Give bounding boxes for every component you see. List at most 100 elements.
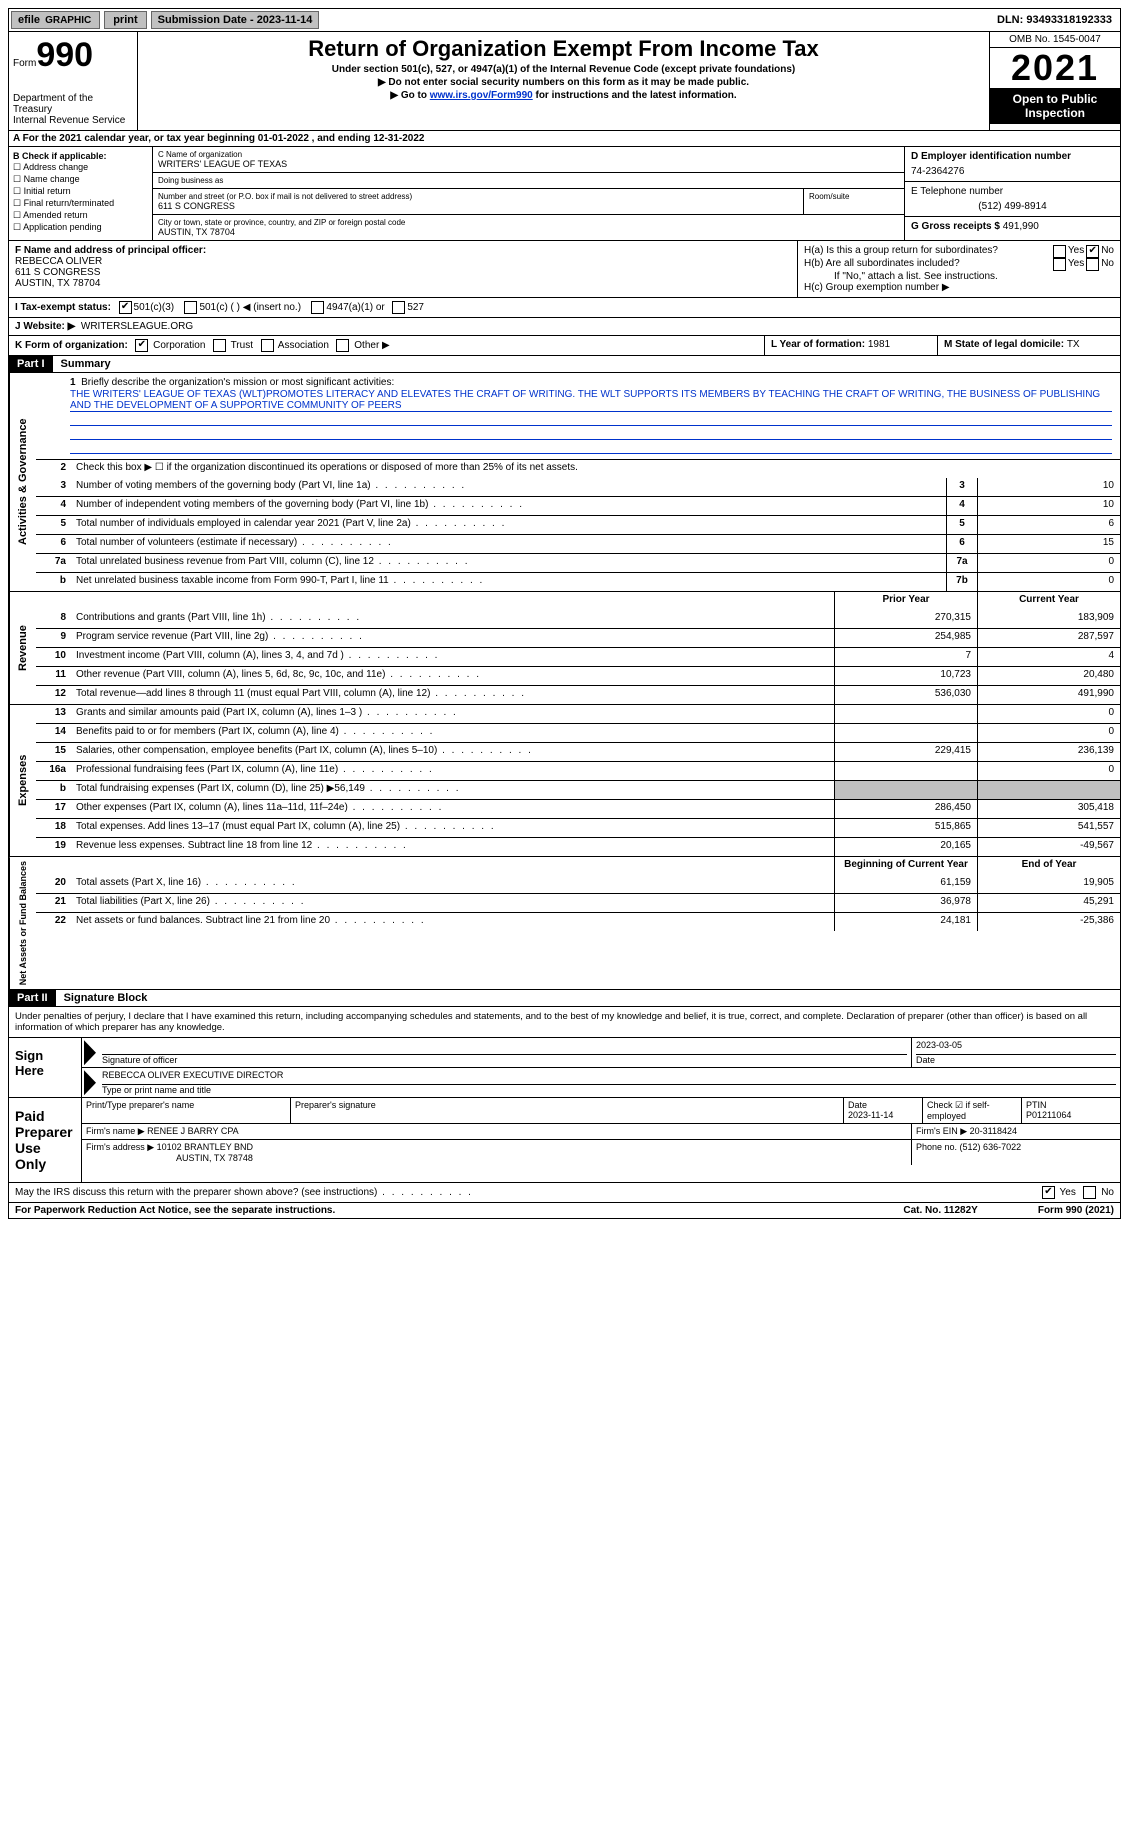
efile-button[interactable]: efile GRAPHIC	[11, 11, 100, 29]
firm-ein: 20-3118424	[970, 1126, 1017, 1136]
row-j-website: J Website: ▶ WRITERSLEAGUE.ORG	[8, 318, 1121, 336]
chk-application-pending[interactable]: ☐ Application pending	[13, 222, 148, 233]
table-row: 22Net assets or fund balances. Subtract …	[36, 912, 1120, 931]
chk-amended[interactable]: ☐ Amended return	[13, 210, 148, 221]
city-value: AUSTIN, TX 78704	[158, 227, 899, 237]
irs-label: Internal Revenue Service	[13, 115, 133, 126]
dba-label: Doing business as	[158, 176, 899, 185]
prep-date: 2023-11-14	[848, 1110, 918, 1120]
phone-label: E Telephone number	[911, 186, 1114, 197]
chk-501c3[interactable]	[119, 301, 132, 314]
cat-no: Cat. No. 11282Y	[903, 1205, 977, 1216]
room-label: Room/suite	[803, 189, 904, 214]
subtitle-3: Go to www.irs.gov/Form990 for instructio…	[142, 90, 985, 101]
officer-addr1: 611 S CONGRESS	[15, 267, 791, 278]
city-label: City or town, state or province, country…	[158, 218, 899, 227]
officer-name-title: REBECCA OLIVER EXECUTIVE DIRECTOR	[102, 1070, 1116, 1085]
line1-label: Briefly describe the organization's miss…	[81, 377, 394, 388]
mission-text: THE WRITERS' LEAGUE OF TEXAS (WLT)PROMOT…	[70, 389, 1112, 412]
activities-governance: Activities & Governance 1 Briefly descri…	[8, 373, 1121, 592]
top-bar: efile GRAPHIC print Submission Date - 20…	[8, 8, 1121, 32]
ha-no[interactable]	[1086, 245, 1099, 258]
row-a-period: A For the 2021 calendar year, or tax yea…	[8, 131, 1121, 147]
chk-corp[interactable]	[135, 339, 148, 352]
officer-name: REBECCA OLIVER	[15, 256, 791, 267]
chk-trust[interactable]	[213, 339, 226, 352]
table-row: 9Program service revenue (Part VIII, lin…	[36, 628, 1120, 647]
chk-address-change[interactable]: ☐ Address change	[13, 162, 148, 173]
discuss-no[interactable]	[1083, 1186, 1096, 1199]
sign-here-label: Sign Here	[9, 1038, 82, 1097]
table-row: 14Benefits paid to or for members (Part …	[36, 723, 1120, 742]
hb-no[interactable]	[1086, 258, 1099, 271]
hb-yes[interactable]	[1053, 258, 1066, 271]
ptin-value: P01211064	[1026, 1110, 1116, 1120]
section-b-block: B Check if applicable: ☐ Address change …	[8, 147, 1121, 241]
tab-revenue: Revenue	[9, 592, 36, 704]
form-title: Return of Organization Exempt From Incom…	[142, 36, 985, 62]
table-row: 10Investment income (Part VIII, column (…	[36, 647, 1120, 666]
table-row: 17Other expenses (Part IX, column (A), l…	[36, 799, 1120, 818]
tab-expenses: Expenses	[9, 705, 36, 856]
pra-notice: For Paperwork Reduction Act Notice, see …	[15, 1205, 335, 1216]
subtitle-1: Under section 501(c), 527, or 4947(a)(1)…	[142, 64, 985, 75]
submission-date: Submission Date - 2023-11-14	[151, 11, 320, 29]
c-label: C Name of organization	[158, 150, 899, 159]
sig-arrow-icon	[84, 1040, 96, 1065]
irs-link[interactable]: www.irs.gov/Form990	[430, 90, 533, 101]
expenses-section: Expenses 13Grants and similar amounts pa…	[8, 705, 1121, 857]
print-button[interactable]: print	[104, 11, 146, 29]
sig-date: 2023-03-05	[916, 1040, 1116, 1055]
net-assets-section: Net Assets or Fund Balances Beginning of…	[8, 857, 1121, 990]
form-ref: Form 990 (2021)	[1038, 1205, 1114, 1216]
subtitle-2: Do not enter social security numbers on …	[142, 77, 985, 88]
sig-officer-label: Signature of officer	[102, 1055, 907, 1065]
revenue-section: Revenue Prior Year Current Year 8Contrib…	[8, 592, 1121, 705]
prep-name-label: Print/Type preparer's name	[86, 1100, 286, 1110]
ein-label: D Employer identification number	[911, 151, 1114, 162]
ptin-label: PTIN	[1026, 1100, 1116, 1110]
may-irs-discuss: May the IRS discuss this return with the…	[8, 1183, 1121, 1203]
signature-block: Under penalties of perjury, I declare th…	[8, 1007, 1121, 1183]
chk-name-change[interactable]: ☐ Name change	[13, 174, 148, 185]
table-row: 4Number of independent voting members of…	[36, 496, 1120, 515]
table-row: 6Total number of volunteers (estimate if…	[36, 534, 1120, 553]
year-formation: 1981	[868, 339, 890, 350]
chk-527[interactable]	[392, 301, 405, 314]
col-begin: Beginning of Current Year	[834, 857, 977, 875]
ein-value: 74-2364276	[911, 166, 1114, 177]
paid-preparer-label: Paid Preparer Use Only	[9, 1098, 82, 1182]
ha-label: H(a) Is this a group return for subordin…	[804, 245, 1051, 258]
ha-yes[interactable]	[1053, 245, 1066, 258]
firm-phone: (512) 636-7022	[960, 1142, 1022, 1152]
form-header: Form990 Department of the Treasury Inter…	[8, 32, 1121, 131]
table-row: 11Other revenue (Part VIII, column (A), …	[36, 666, 1120, 685]
table-row: 12Total revenue—add lines 8 through 11 (…	[36, 685, 1120, 704]
chk-final-return[interactable]: ☐ Final return/terminated	[13, 198, 148, 209]
chk-assoc[interactable]	[261, 339, 274, 352]
part2-header: Part II Signature Block	[8, 990, 1121, 1007]
footer: For Paperwork Reduction Act Notice, see …	[8, 1203, 1121, 1219]
discuss-yes[interactable]	[1042, 1186, 1055, 1199]
table-row: bTotal fundraising expenses (Part IX, co…	[36, 780, 1120, 799]
table-row: 8Contributions and grants (Part VIII, li…	[36, 610, 1120, 628]
dln: DLN: 93493318192333	[997, 14, 1118, 26]
tax-year: 2021	[990, 48, 1120, 88]
omb-number: OMB No. 1545-0047	[990, 32, 1120, 48]
chk-initial-return[interactable]: ☐ Initial return	[13, 186, 148, 197]
sig-arrow-icon	[84, 1070, 96, 1095]
col-end: End of Year	[977, 857, 1120, 875]
table-row: 13Grants and similar amounts paid (Part …	[36, 705, 1120, 723]
line2: Check this box ▶ ☐ if the organization d…	[72, 460, 1120, 478]
dept-treasury: Department of the Treasury	[13, 93, 133, 115]
chk-501c[interactable]	[184, 301, 197, 314]
check-self-employed[interactable]: Check ☑ if self-employed	[923, 1098, 1022, 1123]
chk-other[interactable]	[336, 339, 349, 352]
table-row: 15Salaries, other compensation, employee…	[36, 742, 1120, 761]
date-label: Date	[916, 1055, 1116, 1065]
chk-4947[interactable]	[311, 301, 324, 314]
hb-note: If "No," attach a list. See instructions…	[804, 271, 1114, 282]
b-label: B Check if applicable:	[13, 151, 148, 161]
firm-addr1: 10102 BRANTLEY BND	[157, 1142, 253, 1152]
part1-header: Part I Summary	[8, 356, 1121, 373]
